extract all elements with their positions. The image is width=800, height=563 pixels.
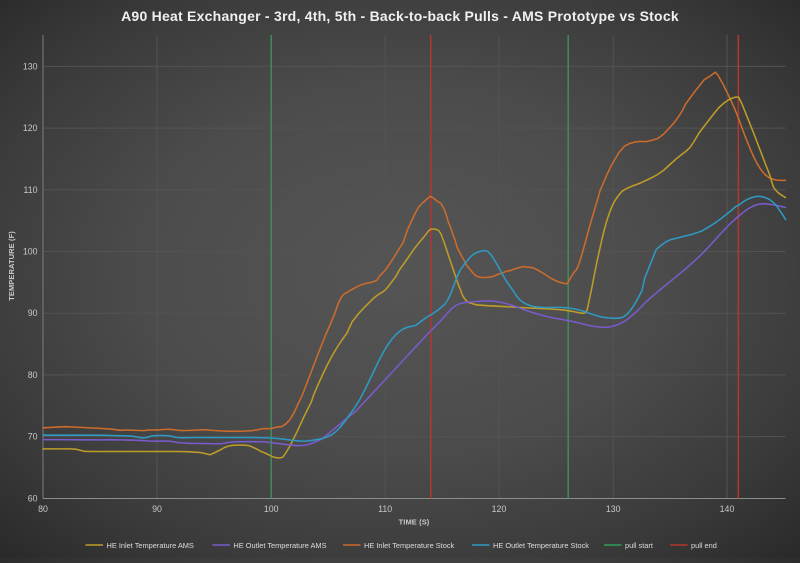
- svg-text:120: 120: [23, 123, 38, 133]
- svg-text:pull end: pull end: [691, 541, 717, 550]
- svg-text:110: 110: [378, 504, 392, 514]
- svg-text:TIME (S): TIME (S): [399, 518, 430, 527]
- svg-text:TEMPERATURE (F): TEMPERATURE (F): [7, 231, 16, 301]
- svg-text:90: 90: [28, 308, 38, 318]
- svg-text:100: 100: [264, 504, 279, 514]
- svg-text:80: 80: [28, 370, 38, 380]
- svg-text:130: 130: [606, 504, 621, 514]
- svg-text:70: 70: [28, 432, 38, 442]
- svg-text:pull start: pull start: [625, 541, 653, 550]
- svg-text:HE Inlet Temperature AMS: HE Inlet Temperature AMS: [107, 541, 194, 550]
- svg-text:A90 Heat Exchanger - 3rd, 4th,: A90 Heat Exchanger - 3rd, 4th, 5th - Bac…: [121, 8, 679, 24]
- svg-text:100: 100: [23, 247, 38, 257]
- svg-text:140: 140: [720, 504, 735, 514]
- svg-text:HE Outlet Temperature AMS: HE Outlet Temperature AMS: [233, 541, 326, 550]
- svg-text:120: 120: [492, 504, 507, 514]
- svg-text:130: 130: [23, 61, 38, 71]
- svg-text:HE Outlet Temperature Stock: HE Outlet Temperature Stock: [493, 541, 589, 550]
- svg-text:HE Inlet Temperature Stock: HE Inlet Temperature Stock: [364, 541, 455, 550]
- svg-text:90: 90: [152, 504, 162, 514]
- svg-text:80: 80: [38, 504, 48, 514]
- svg-text:110: 110: [23, 185, 37, 195]
- svg-text:60: 60: [28, 494, 38, 504]
